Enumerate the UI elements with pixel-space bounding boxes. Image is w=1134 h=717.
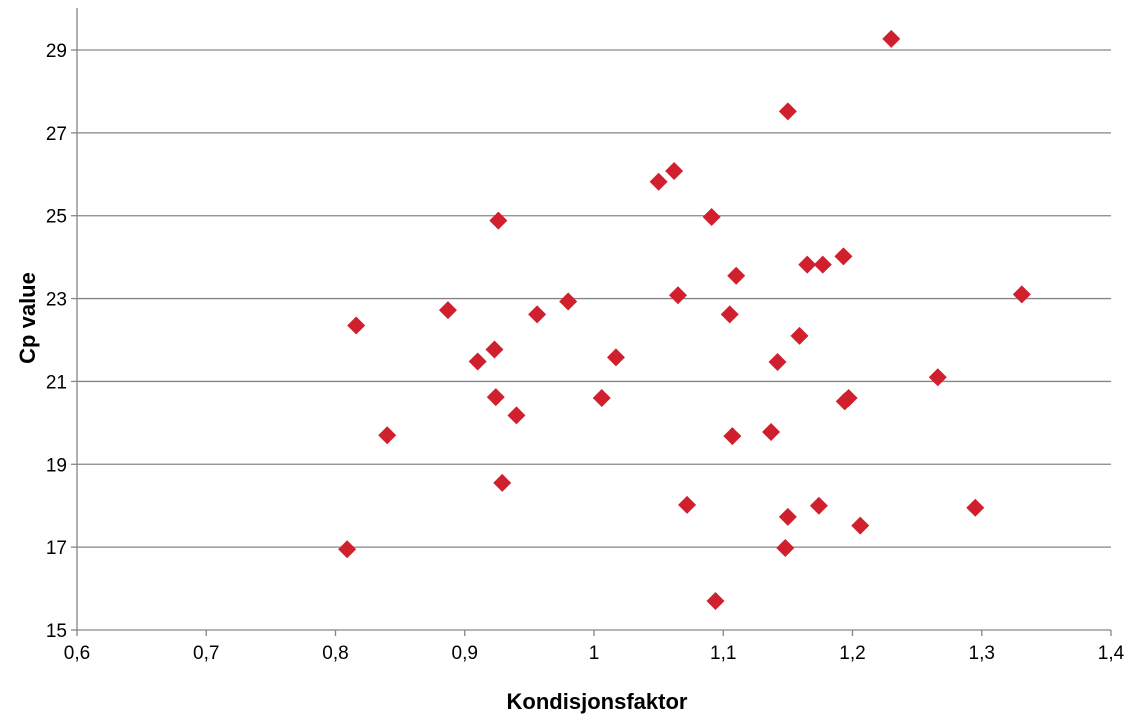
data-point [834,247,853,266]
data-point [702,207,721,226]
x-tick-label: 0,8 [322,643,348,664]
data-point [839,389,858,407]
data-point [649,172,668,191]
data-point [489,211,508,230]
y-tick-label: 23 [46,290,67,311]
data-point [966,498,985,517]
data-point [507,406,526,425]
y-tick-label: 17 [46,538,67,559]
data-points [338,29,1031,610]
data-point [669,286,688,305]
data-point [606,348,625,367]
data-point [468,352,487,371]
x-tick-label: 1 [589,643,600,664]
x-tick-label: 0,6 [64,643,90,664]
data-point [485,340,504,359]
y-tick-label: 19 [46,455,67,476]
data-point [665,161,684,180]
axes [71,8,1112,636]
tick-labels: 15 17 19 21 23 25 27 29 0,6 0,7 0,8 0,9 1 1,1 1,2 1,3 1,… [46,41,1125,664]
data-point [559,292,578,311]
data-point [762,422,781,441]
x-tick-label: 1,1 [710,643,736,664]
data-point [768,352,787,371]
data-point [347,316,366,335]
x-tick-label: 1,4 [1098,643,1125,664]
data-point [1012,285,1031,304]
data-point [493,473,512,492]
y-tick-label: 21 [46,372,67,393]
data-point [790,326,809,345]
x-tick-label: 0,7 [193,643,219,664]
y-axis-title: Cp value [15,272,40,364]
data-point [798,255,817,274]
y-tick-label: 27 [46,124,67,145]
x-axis-title: Kondisjonsfaktor [507,689,688,714]
data-point [720,305,739,324]
data-point [338,540,357,559]
data-point [809,496,828,515]
data-point [813,255,832,274]
data-point [778,507,797,526]
data-point [727,266,746,285]
data-point [928,368,947,387]
data-point [778,102,797,121]
data-point [678,495,697,514]
y-tick-label: 29 [46,41,67,62]
y-tick-label: 25 [46,207,67,228]
gridlines [77,49,1111,548]
data-point [706,592,725,610]
x-tick-label: 1,3 [969,643,995,664]
data-point [776,538,795,557]
data-point [378,426,397,445]
y-tick-label: 15 [46,621,67,642]
data-point [486,388,505,407]
x-tick-label: 0,9 [452,643,478,664]
data-point [528,305,547,324]
data-point [438,301,457,320]
x-tick-label: 1,2 [839,643,865,664]
data-point [851,516,870,535]
data-point [723,427,742,446]
data-point [592,389,611,407]
data-point [882,29,901,48]
